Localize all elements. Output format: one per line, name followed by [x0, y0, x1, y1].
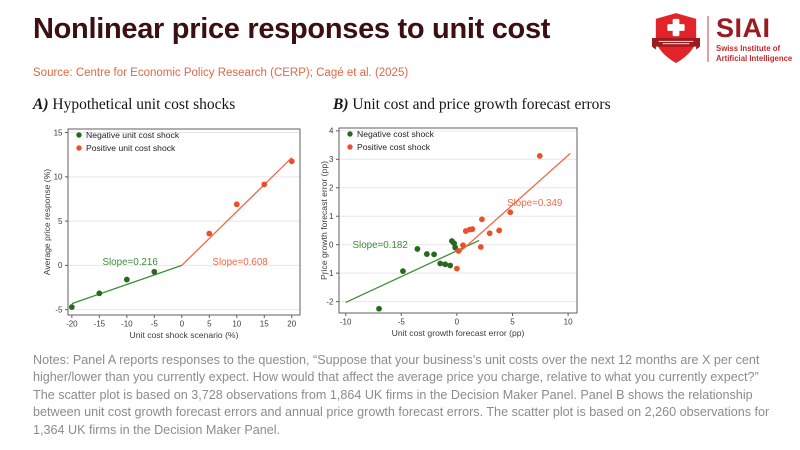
- y-tick-label: 15: [54, 128, 63, 137]
- y-tick-label: -1: [326, 269, 334, 278]
- x-tick-label: 0: [180, 320, 185, 329]
- x-tick-label: -5: [151, 320, 159, 329]
- x-axis-label: Unit cost shock scenario (%): [130, 330, 239, 340]
- plot-border: [67, 128, 301, 316]
- x-tick-label: 10: [232, 320, 241, 329]
- y-tick-label: 4: [329, 127, 334, 136]
- data-point: [261, 181, 268, 188]
- data-point: [507, 209, 514, 216]
- fit-line: [71, 264, 183, 305]
- legend-label: Negative unit cost shock: [86, 130, 180, 140]
- legend-label: Positive unit cost shock: [86, 143, 176, 153]
- logo-subtitle-line1: Swiss Institute of: [716, 44, 781, 53]
- x-tick-label: -10: [340, 318, 352, 327]
- data-point: [477, 244, 484, 250]
- y-tick-label: 2: [329, 184, 334, 193]
- data-point: [469, 226, 476, 232]
- x-tick-label: 0: [455, 318, 460, 327]
- slope-annotation: Slope=0.608: [212, 257, 268, 268]
- data-point: [414, 246, 421, 252]
- x-tick-label: 15: [260, 320, 269, 329]
- data-point: [423, 251, 430, 257]
- x-axis-label: Unit cost growth forecast error (pp): [392, 328, 525, 338]
- data-point: [206, 230, 213, 237]
- x-tick-label: -15: [94, 320, 106, 329]
- plot-border: [338, 127, 578, 314]
- data-point: [496, 227, 503, 234]
- logo-text-block: SIAI Swiss Institute of Artificial Intel…: [716, 15, 792, 63]
- page-title: Nonlinear price responses to unit cost: [33, 13, 551, 45]
- siai-logo: SIAI Swiss Institute of Artificial Intel…: [652, 10, 792, 68]
- data-point: [479, 216, 485, 223]
- y-tick-label: 3: [329, 155, 334, 164]
- panel-a-chart: -20 -15 -10 -5 0 5 10 15 20 -5 0 5 10 15 Unit cost sho…: [42, 128, 301, 340]
- legend-label: Negative cost shock: [357, 129, 435, 139]
- x-tick-label: 5: [207, 320, 212, 329]
- panel-b-title: B) Unit cost and price growth forecast e…: [333, 96, 611, 114]
- panel-b-label: Unit cost and price growth forecast erro…: [348, 96, 611, 113]
- data-point: [151, 268, 158, 275]
- slope-annotation: Slope=0.216: [102, 257, 158, 268]
- data-point: [400, 268, 406, 275]
- data-point: [447, 262, 454, 269]
- fit-line: [181, 157, 293, 266]
- data-point: [68, 304, 75, 310]
- data-point: [453, 265, 460, 272]
- y-axis-label: Price growth forecast error (pp): [319, 161, 329, 280]
- logo-subtitle-line2: Artificial Intelligence: [716, 53, 793, 63]
- data-point: [486, 230, 493, 237]
- data-point: [376, 305, 382, 312]
- y-tick-label: 5: [58, 217, 63, 226]
- y-tick-label: 0: [58, 261, 63, 270]
- x-tick-label: -5: [398, 318, 406, 327]
- y-tick-label: 1: [329, 212, 334, 221]
- x-tick-label: 5: [510, 318, 515, 327]
- x-tick-label: 10: [564, 318, 573, 327]
- y-tick-label: -5: [55, 305, 63, 314]
- legend-marker: [347, 131, 353, 137]
- logo-divider: [707, 16, 709, 62]
- data-point: [123, 276, 130, 283]
- data-point: [536, 152, 543, 159]
- data-point: [455, 248, 462, 254]
- y-tick-label: 0: [329, 240, 334, 249]
- y-axis-label: Average price response (%): [42, 169, 52, 275]
- data-point: [431, 251, 437, 258]
- swiss-shield-icon: [652, 13, 700, 63]
- x-tick-label: -20: [66, 320, 78, 329]
- data-point: [437, 260, 444, 267]
- legend-marker: [76, 145, 82, 151]
- x-tick-label: 20: [287, 320, 296, 329]
- y-tick-label: -2: [326, 297, 334, 306]
- panel-a-title: A) Hypothetical unit cost shocks: [33, 96, 235, 114]
- panel-b-prefix: B): [333, 96, 349, 113]
- data-point: [288, 158, 295, 165]
- notes-text: Notes: Panel A reports responses to the …: [33, 353, 770, 437]
- data-point: [233, 201, 240, 208]
- slope-annotation: Slope=0.182: [353, 240, 408, 251]
- slope-annotation: Slope=0.349: [507, 198, 562, 209]
- panel-a-label: Hypothetical unit cost shocks: [48, 96, 236, 113]
- legend-label: Positive cost shock: [357, 142, 431, 152]
- data-point: [442, 261, 449, 268]
- logo-acronym: SIAI: [716, 13, 771, 43]
- panel-a-prefix: A): [33, 96, 49, 113]
- legend-marker: [347, 144, 353, 150]
- x-tick-label: -10: [121, 320, 133, 329]
- source-line: Source: Centre for Economic Policy Resea…: [33, 67, 409, 79]
- y-tick-label: 10: [54, 173, 63, 182]
- data-point: [96, 290, 103, 297]
- data-point: [460, 242, 466, 249]
- legend-marker: [76, 132, 82, 138]
- fit-line: [458, 152, 571, 254]
- logo-subtitle: Swiss Institute of Artificial Intelligen…: [716, 44, 792, 63]
